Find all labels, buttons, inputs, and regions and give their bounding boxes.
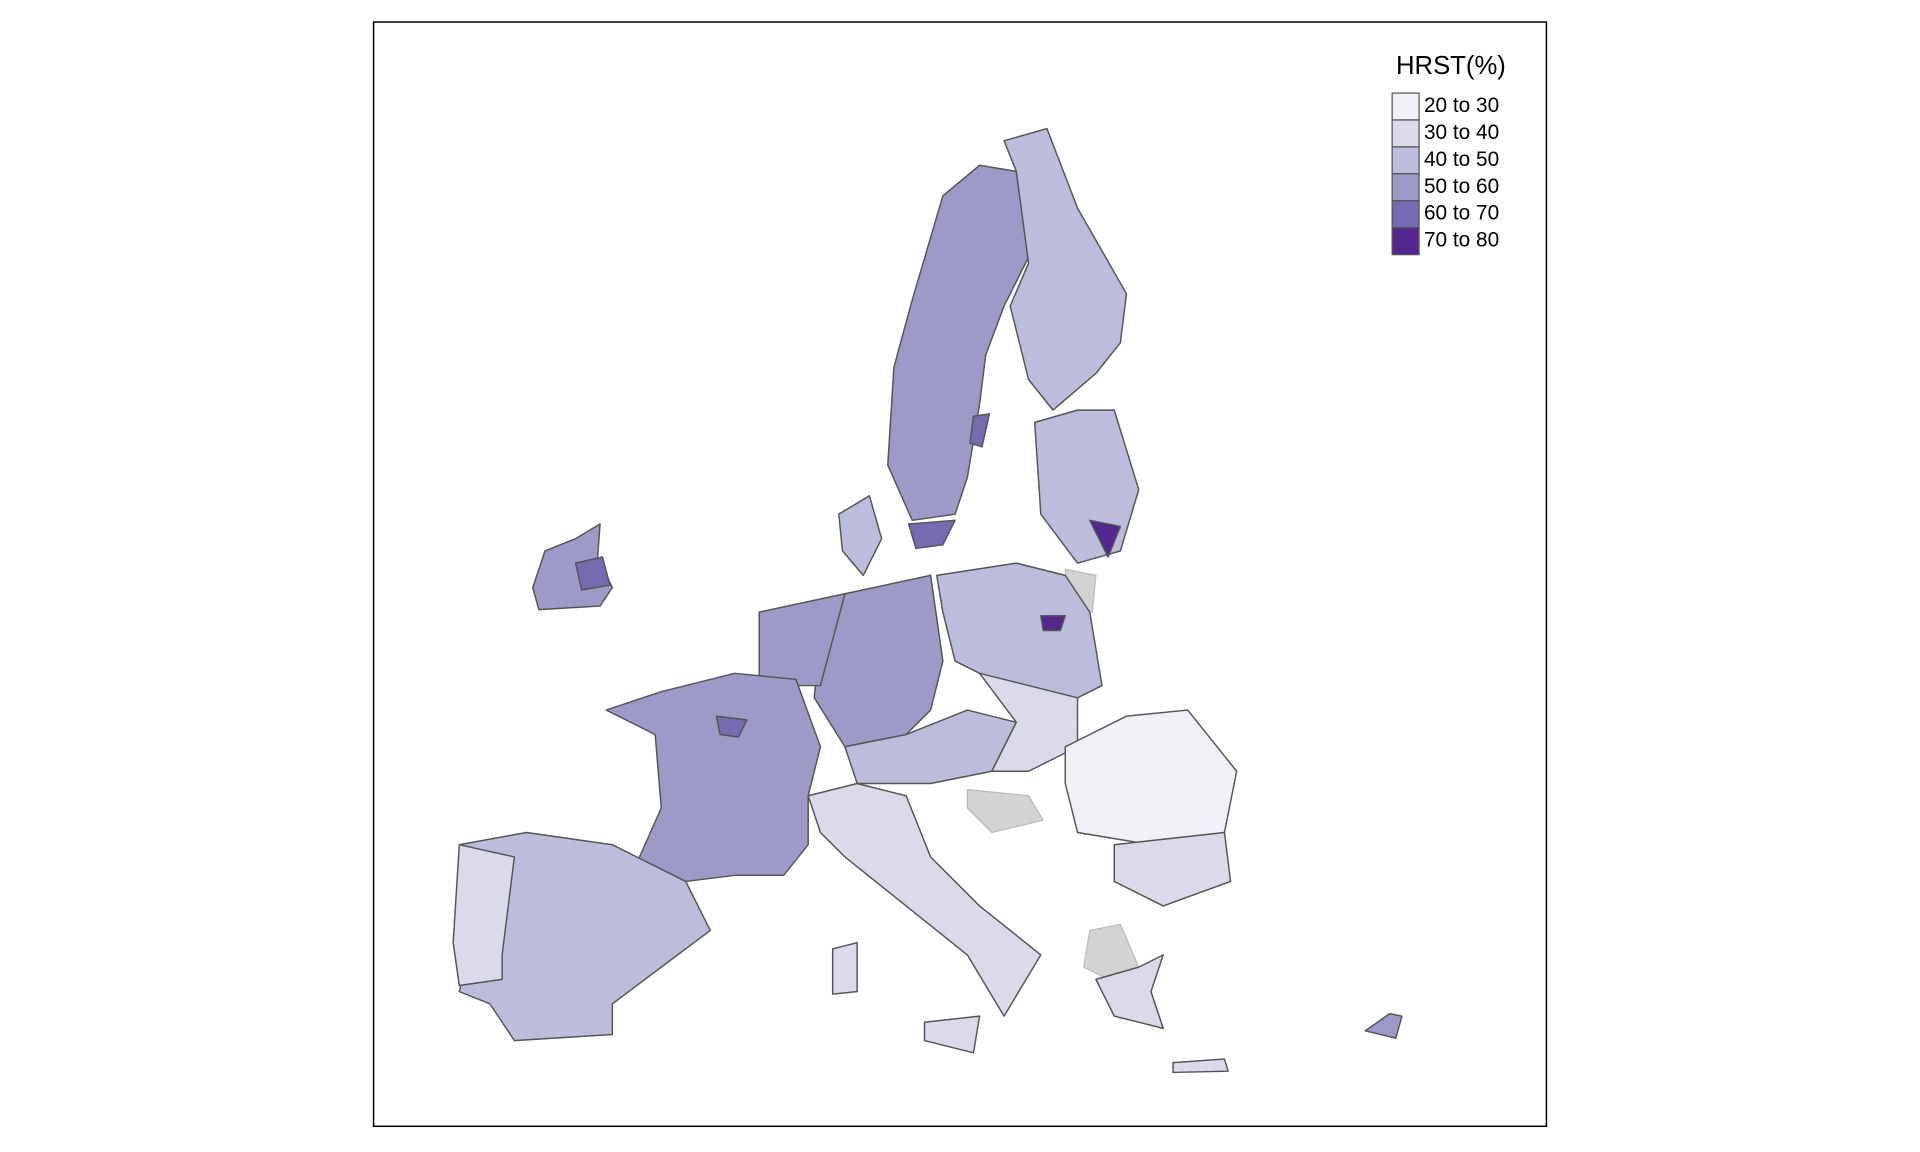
region	[452, 843, 516, 987]
region	[807, 782, 1042, 1017]
region-no-data	[966, 788, 1045, 834]
region	[838, 495, 883, 577]
region	[1095, 954, 1164, 1030]
region	[1003, 127, 1128, 411]
legend-swatch	[1391, 92, 1420, 121]
legend-label: 70 to 80	[1424, 229, 1499, 252]
legend-swatch	[1391, 200, 1420, 229]
legend-swatch	[1391, 146, 1420, 175]
region	[936, 562, 1103, 699]
legend-swatch	[1391, 119, 1420, 148]
region	[831, 941, 858, 995]
legend-label: 60 to 70	[1424, 202, 1499, 225]
region	[1364, 1012, 1403, 1039]
region	[458, 831, 711, 1042]
legend-label: 40 to 50	[1424, 148, 1499, 171]
legend-label: 20 to 30	[1424, 94, 1499, 117]
region	[1040, 615, 1067, 632]
region	[574, 556, 611, 591]
legend-label: 50 to 60	[1424, 175, 1499, 198]
region	[907, 519, 956, 550]
region	[1089, 519, 1122, 558]
legend-label: 30 to 40	[1424, 121, 1499, 144]
region	[605, 672, 822, 883]
region	[978, 672, 1079, 772]
region	[887, 164, 1030, 522]
region	[1113, 831, 1232, 907]
regions	[452, 127, 1403, 1074]
region	[969, 413, 991, 448]
legend-swatch	[1391, 227, 1420, 256]
legend: 20 to 30 30 to 40 40 to 50 50 to 60 60 to 70…	[1391, 92, 1499, 256]
region	[844, 709, 1018, 785]
legend-swatch	[1391, 173, 1420, 202]
region	[923, 1015, 981, 1054]
region	[1172, 1058, 1229, 1074]
region	[758, 593, 846, 687]
legend-title: HRST(%)	[1396, 52, 1506, 80]
region	[715, 715, 748, 738]
